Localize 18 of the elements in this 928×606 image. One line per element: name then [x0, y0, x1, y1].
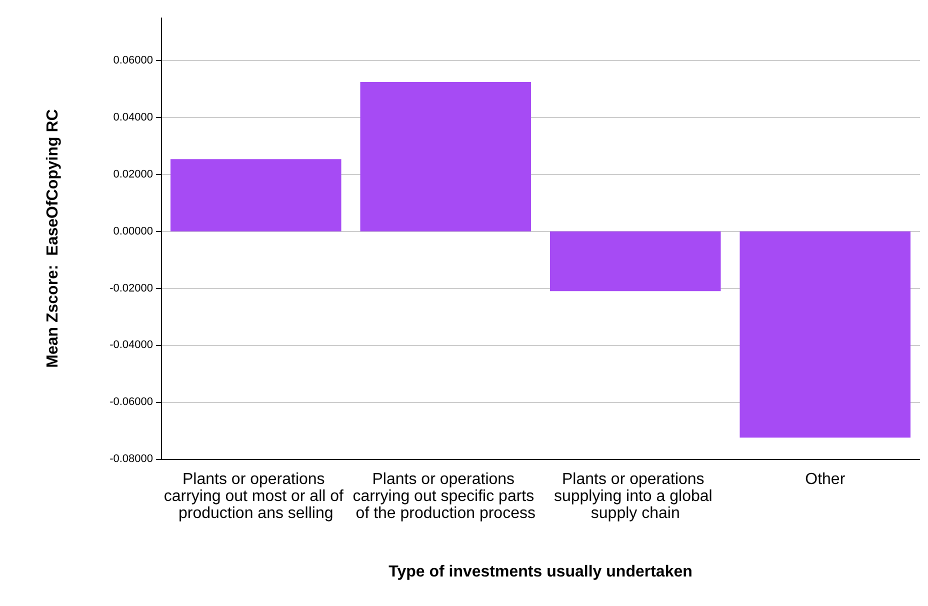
- y-tick-label: -0.04000: [110, 339, 153, 352]
- bar: [170, 159, 342, 232]
- y-tick-label: 0.06000: [113, 54, 153, 67]
- y-axis-title: Mean Zscore: EaseOfCopying RC: [44, 108, 62, 368]
- y-tick-label: -0.02000: [110, 282, 153, 294]
- x-tick-label: Plants or operations supplying into a global supply chain: [554, 471, 717, 522]
- y-tick-label: 0.02000: [113, 168, 153, 180]
- y-tick-label: -0.06000: [110, 396, 153, 408]
- x-axis-title: Type of investments usually undertaken: [388, 564, 692, 580]
- y-tick-label: 0.04000: [113, 112, 153, 124]
- bar: [550, 231, 721, 292]
- x-tick-label: Plants or operations carrying out most or all of production ans selling: [164, 471, 348, 522]
- x-tick-label: Plants or operations carrying out specific parts of the production process: [352, 471, 539, 522]
- y-tick-label: -0.08000: [110, 453, 153, 465]
- bar: [740, 231, 911, 438]
- y-tick-label: 0.00000: [113, 225, 153, 238]
- bar: [360, 82, 532, 232]
- x-tick-label: Other: [805, 471, 846, 488]
